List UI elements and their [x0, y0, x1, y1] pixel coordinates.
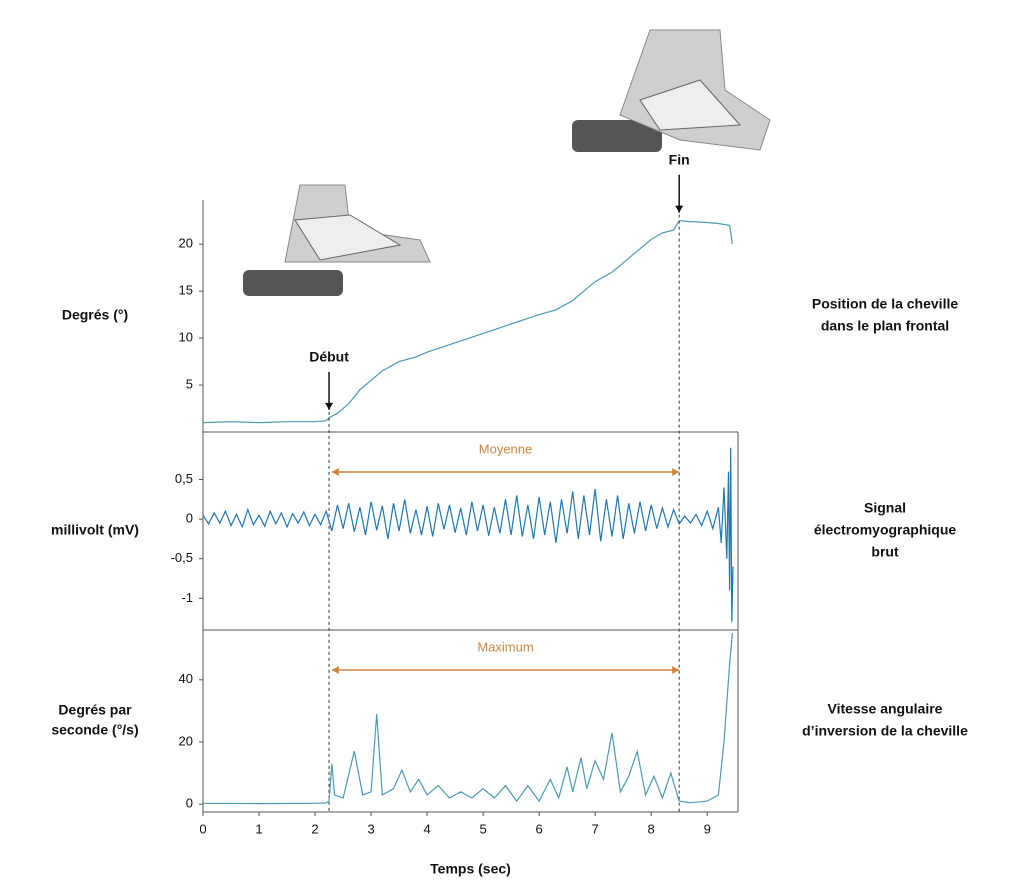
panel-description: Vitesse angulaire	[828, 701, 943, 717]
x-tick-label: 1	[255, 821, 262, 836]
panel-description: Position de la cheville	[812, 296, 958, 312]
y-tick-label: 20	[179, 733, 193, 748]
panel-description: brut	[871, 544, 899, 560]
x-tick-label: 8	[648, 821, 655, 836]
y-tick-label: 5	[186, 376, 193, 391]
x-tick-label: 4	[423, 821, 430, 836]
y-axis-label: Degrés par	[58, 702, 132, 718]
event-label: Début	[309, 349, 349, 365]
y-tick-label: 20	[179, 236, 193, 251]
range-arrowhead	[331, 468, 339, 476]
range-arrowhead	[331, 666, 339, 674]
range-arrowhead	[672, 468, 680, 476]
range-label: Maximum	[477, 639, 533, 654]
x-tick-label: 0	[199, 821, 206, 836]
y-axis-label: millivolt (mV)	[51, 522, 139, 538]
x-tick-label: 7	[592, 821, 599, 836]
y-tick-label: 10	[179, 330, 193, 345]
panel-description: Signal	[864, 500, 906, 516]
event-arrowhead	[325, 402, 334, 410]
x-tick-label: 5	[479, 821, 486, 836]
x-tick-label: 9	[704, 821, 711, 836]
foot-illustration-start	[243, 184, 431, 296]
x-tick-label: 2	[311, 821, 318, 836]
x-tick-label: 6	[536, 821, 543, 836]
y-tick-label: 0	[186, 796, 193, 811]
y-axis-label: seconde (°/s)	[51, 722, 138, 738]
data-line	[202, 633, 733, 805]
y-tick-label: -0,5	[171, 550, 193, 565]
range-arrowhead	[672, 666, 680, 674]
foot-illustration-end	[572, 29, 771, 152]
x-axis-label: Temps (sec)	[430, 861, 511, 877]
y-tick-label: 15	[179, 283, 193, 298]
x-tick-label: 3	[367, 821, 374, 836]
event-arrowhead	[675, 205, 684, 213]
y-axis-label: Degrés (°)	[62, 307, 128, 323]
y-tick-label: -1	[181, 590, 193, 605]
y-tick-label: 0	[186, 511, 193, 526]
panel-description: électromyographique	[814, 522, 957, 538]
y-tick-label: 0,5	[175, 471, 193, 486]
data-line	[202, 220, 733, 424]
range-label: Moyenne	[479, 441, 532, 456]
panel-description: d’inversion de la cheville	[802, 723, 968, 739]
data-line	[202, 447, 734, 623]
panel-description: dans le plan frontal	[821, 318, 949, 334]
event-label: Fin	[669, 151, 690, 167]
y-tick-label: 40	[179, 671, 193, 686]
